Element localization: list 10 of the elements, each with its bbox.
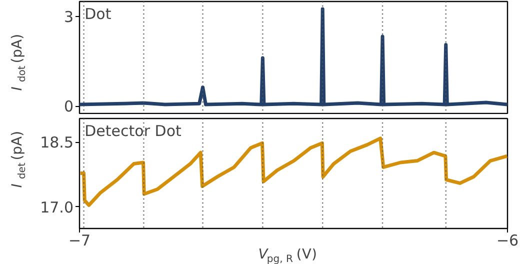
y-tick-label: 0 xyxy=(64,98,74,116)
x-tick-label: −6 xyxy=(496,232,519,250)
y-axis-title: Idet (pA) xyxy=(10,130,28,188)
y-tick-label: 3 xyxy=(64,8,74,26)
x-tick-label: −7 xyxy=(68,232,91,250)
annotation: Dot xyxy=(84,4,112,23)
y-tick-label: 18.5 xyxy=(40,134,74,152)
annotation: Detector Dot xyxy=(84,122,182,140)
y-axis-title: Idot (pA) xyxy=(10,34,28,91)
y-tick-label: 17.0 xyxy=(40,198,74,216)
